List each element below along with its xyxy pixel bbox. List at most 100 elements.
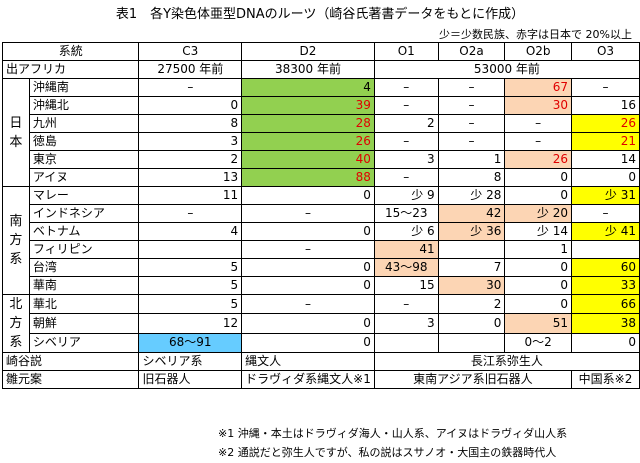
cell-o3: 0 <box>571 168 640 187</box>
cell-o3: 26 <box>571 114 640 133</box>
cell-d2: 88 <box>241 168 375 187</box>
cell-c3: 2 <box>138 150 243 169</box>
sakitani-o: 長江系弥生人 <box>373 352 640 371</box>
region-name: 東京 <box>28 150 140 169</box>
cell-d2: 28 <box>241 114 375 133</box>
region-name: マレー <box>28 186 140 205</box>
region-name: シベリア <box>28 332 140 354</box>
table-row: 九州 8 28 2– –26 <box>3 114 640 133</box>
col-header-o3: O3 <box>571 42 640 61</box>
cell-o2b: 0 <box>504 186 573 205</box>
cell-o1: 43～98 <box>373 258 439 277</box>
cell-o1: 15～23 <box>373 204 439 223</box>
cell-o3: 14 <box>571 150 640 169</box>
cell-c3: 13 <box>138 168 243 187</box>
region-name: インドネシア <box>28 204 140 223</box>
cell-d2: 40 <box>241 150 375 169</box>
cell-o2a: – <box>437 96 506 115</box>
col-header-c3: C3 <box>138 42 243 61</box>
sakitani-label: 崎谷説 <box>1 352 140 371</box>
cell-o1: 少 9 <box>373 186 439 205</box>
group-label-north: 北方系 <box>2 294 30 353</box>
table-row: アイヌ 13 88–8 0 0 <box>3 168 640 187</box>
hinamoto-d2: ドラヴィダ系縄文人※1 <box>241 370 375 389</box>
table-row: 朝鮮 12 0 3 0 51 38 <box>3 313 640 334</box>
cell-c3: 5 <box>138 258 243 277</box>
cell-o2a: – <box>437 114 506 133</box>
cell-o2a: 少 28 <box>437 186 506 205</box>
cell-d2: 0 <box>241 222 375 241</box>
cell-c3: 3 <box>138 132 243 151</box>
table-row: 東京 2 40 3 1 26 14 <box>3 150 640 169</box>
group-label-south: 南方系 <box>2 186 30 295</box>
cell-c3: 5 <box>138 293 243 315</box>
group-label-char: 系 <box>9 335 23 350</box>
footnote-1: ※1 沖縄・本土はドラヴィダ海人・山人系、アイヌはドラヴィダ山人系 <box>218 427 568 440</box>
table-row: 華南 5 0 15 30 0 33 <box>3 276 640 295</box>
region-name: 華北 <box>28 293 140 315</box>
cell-d2: – <box>241 204 375 223</box>
sakitani-row: 崎谷説 シベリア系 縄文人 長江系弥生人 <box>1 352 640 371</box>
cell-o3: 38 <box>571 313 640 334</box>
cell-o2b: 少 14 <box>504 222 573 241</box>
table-row: 沖縄北 0 39– –30 16 <box>3 96 640 115</box>
table-row: シベリア 68～91 0 0～2 0 <box>3 332 640 354</box>
cell-o2b: – <box>504 114 573 133</box>
cell-o2a: 42 <box>437 204 506 223</box>
cell-d2: 0 <box>241 258 375 277</box>
col-header-d2: D2 <box>241 42 375 61</box>
sakitani-d2: 縄文人 <box>241 352 375 371</box>
table-row: インドネシア – –15～23 42 少 20– <box>3 204 640 223</box>
region-name: ベトナム <box>28 222 140 241</box>
group-label-char: 方 <box>9 316 23 331</box>
cell-o1: 3 <box>373 150 439 169</box>
cell-o1: – <box>373 293 439 315</box>
cell-o2a: 1 <box>437 150 506 169</box>
region-name: 台湾 <box>28 258 140 277</box>
header-row: 系統 C3 D2 O1 O2a O2b O3 <box>1 42 640 61</box>
cell-o2b: 26 <box>504 150 573 169</box>
region-name: アイヌ <box>28 168 140 187</box>
cell-o2b: 0 <box>504 293 573 315</box>
lineage-label: 系統 <box>1 42 140 61</box>
table-title: 表1 各Y染色体亜型DNAのルーツ（崎谷氏著書データをもとに作成） <box>115 7 525 22</box>
cell-o3: 16 <box>571 96 640 115</box>
cell-c3 <box>138 240 243 259</box>
cell-o2b: 0 <box>504 276 573 295</box>
out-of-africa-label: 出アフリカ <box>1 60 140 79</box>
sakitani-c3: シベリア系 <box>138 352 243 371</box>
cell-o2a: – <box>437 132 506 151</box>
dna-roots-table: 系統 C3 D2 O1 O2a O2b O3 出アフリカ 27500 年前 38… <box>1 42 640 389</box>
table-row: フィリピン –41 1 <box>3 240 640 259</box>
cell-d2: 26 <box>241 132 375 151</box>
legend-note: 少＝少数民族、赤字は日本で 20%以上 <box>439 28 632 41</box>
group-label-char: 日 <box>9 115 23 131</box>
cell-o1: – <box>373 132 439 151</box>
cell-o1: 15 <box>373 276 439 295</box>
region-name: 徳島 <box>28 132 140 151</box>
table-row: 徳島 3 26– – –21 <box>3 132 640 151</box>
hinamoto-o: 東南アジア系旧石器人 <box>373 370 573 389</box>
cell-d2: 39 <box>241 96 375 115</box>
cell-o2b: 51 <box>504 313 573 334</box>
cell-o1: 少 6 <box>373 222 439 241</box>
col-header-o1: O1 <box>373 42 439 61</box>
cell-o3: 少 41 <box>571 222 640 241</box>
region-name: 沖縄北 <box>28 96 140 115</box>
cell-d2: 0 <box>241 313 375 334</box>
region-name: 朝鮮 <box>28 313 140 334</box>
cell-c3: 5 <box>138 276 243 295</box>
table-row: 日本沖縄南 –4– –67– <box>2 78 640 187</box>
cell-o2a: 8 <box>437 168 506 187</box>
cell-o1: 2 <box>373 114 439 133</box>
group-label-char: 方 <box>9 233 23 248</box>
group-label-char: 北 <box>9 297 23 312</box>
cell-o2a: 30 <box>437 276 506 295</box>
cell-c3: – <box>138 78 243 97</box>
cell-o2b: 少 20 <box>504 204 573 223</box>
cell-o3: 21 <box>571 132 640 151</box>
cell-o3: 0 <box>571 332 640 354</box>
cell-o1: – <box>373 168 439 187</box>
